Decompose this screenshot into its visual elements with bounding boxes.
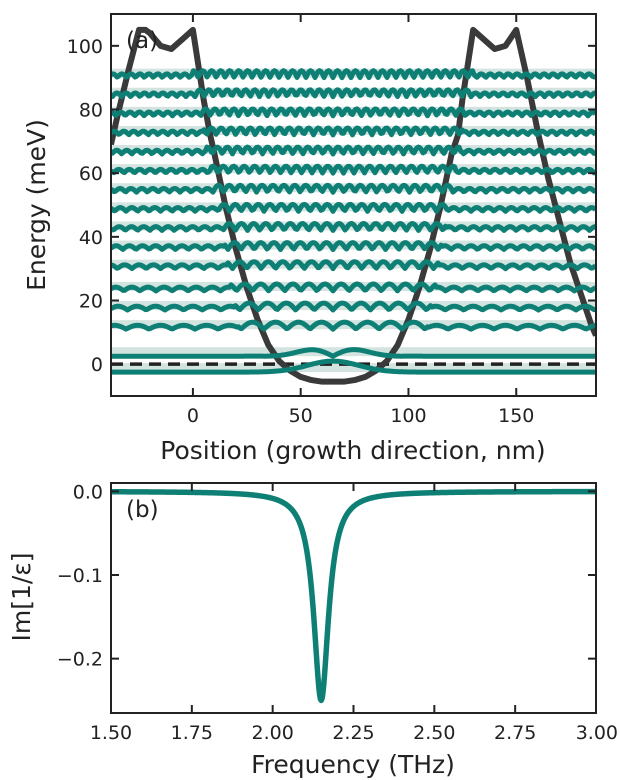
b-x-tick-label: 2.00 <box>252 722 294 744</box>
wavefunction-curve-9 <box>111 182 596 195</box>
b-y-tick-label: −0.1 <box>57 565 103 587</box>
b-x-tick-label: 2.25 <box>332 722 374 744</box>
wavefunction-curve-5 <box>111 259 596 272</box>
wavefunction-curve-3 <box>111 300 596 313</box>
panel-a-y-axis-title: Energy (meV) <box>22 119 51 291</box>
wavefunction-curve-2 <box>111 319 596 332</box>
b-x-tick-label: 2.75 <box>494 722 536 744</box>
a-y-tick-label: 100 <box>67 36 103 58</box>
b-x-tick-label: 1.50 <box>90 722 132 744</box>
wavefunction-curve-8 <box>111 201 596 214</box>
a-x-tick-label: 150 <box>498 405 534 427</box>
b-y-tick-label: −0.2 <box>57 649 103 671</box>
a-y-tick-label: 60 <box>79 163 103 185</box>
wavefunction-curve-4 <box>111 281 596 294</box>
potential-profile-line <box>111 26 596 385</box>
wavefunction-curve-15 <box>111 68 596 81</box>
loss-function-curve <box>111 488 596 704</box>
wavefunction-curve-10 <box>111 163 596 176</box>
panel-a-ticks: 0 50 100 150 0 20 40 60 80 100 <box>67 14 596 427</box>
wavefunction-band-0 <box>111 363 596 373</box>
wavefunction-curve-1 <box>111 347 596 359</box>
b-x-tick-label: 2.50 <box>413 722 455 744</box>
panel-a-frame <box>110 13 597 397</box>
wavefunction-curve-7 <box>111 220 596 233</box>
a-x-tick-label: 0 <box>187 405 199 427</box>
wavefunction-curve-13 <box>111 106 596 119</box>
panel-b-frame <box>110 482 597 714</box>
panel-a-label: (a) <box>126 28 158 54</box>
panel-b-x-axis-title: Frequency (THz) <box>251 750 455 779</box>
panel-b-plot-area <box>111 488 596 704</box>
panel-b-ticks: 1.50 1.75 2.00 2.25 2.50 2.75 3.00 0.0 −0.1 −0.2 <box>57 481 618 744</box>
a-x-tick-label: 100 <box>390 405 426 427</box>
panel-a-plot-area <box>111 26 596 385</box>
panel-a: 0 50 100 150 0 20 40 60 80 100 (a) Position (grow… <box>22 13 597 465</box>
wavefunction-curve-14 <box>111 87 596 100</box>
b-x-tick-label: 3.00 <box>576 722 618 744</box>
wavefunction-curve-6 <box>111 240 596 253</box>
a-y-tick-label: 40 <box>79 227 103 249</box>
panel-b: 1.50 1.75 2.00 2.25 2.50 2.75 3.000.0−0.1−0.2 … <box>7 481 618 779</box>
wavefunction-curve-12 <box>111 125 596 138</box>
a-y-tick-label: 80 <box>79 100 103 122</box>
wavefunction-curve-11 <box>111 144 596 157</box>
b-y-tick-label: 0.0 <box>73 481 103 503</box>
a-x-tick-label: 50 <box>289 405 313 427</box>
panel-b-y-axis-title: Im[1/ε] <box>7 552 36 641</box>
panel-b-label: (b) <box>126 497 159 523</box>
panel-a-x-axis-title: Position (growth direction, nm) <box>160 436 545 465</box>
wavefunction-curves <box>111 68 596 375</box>
wavefunction-curve-0 <box>111 358 596 375</box>
b-x-tick-label: 1.75 <box>171 722 213 744</box>
a-y-tick-label: 20 <box>79 291 103 313</box>
a-y-tick-label: 0 <box>91 354 103 376</box>
